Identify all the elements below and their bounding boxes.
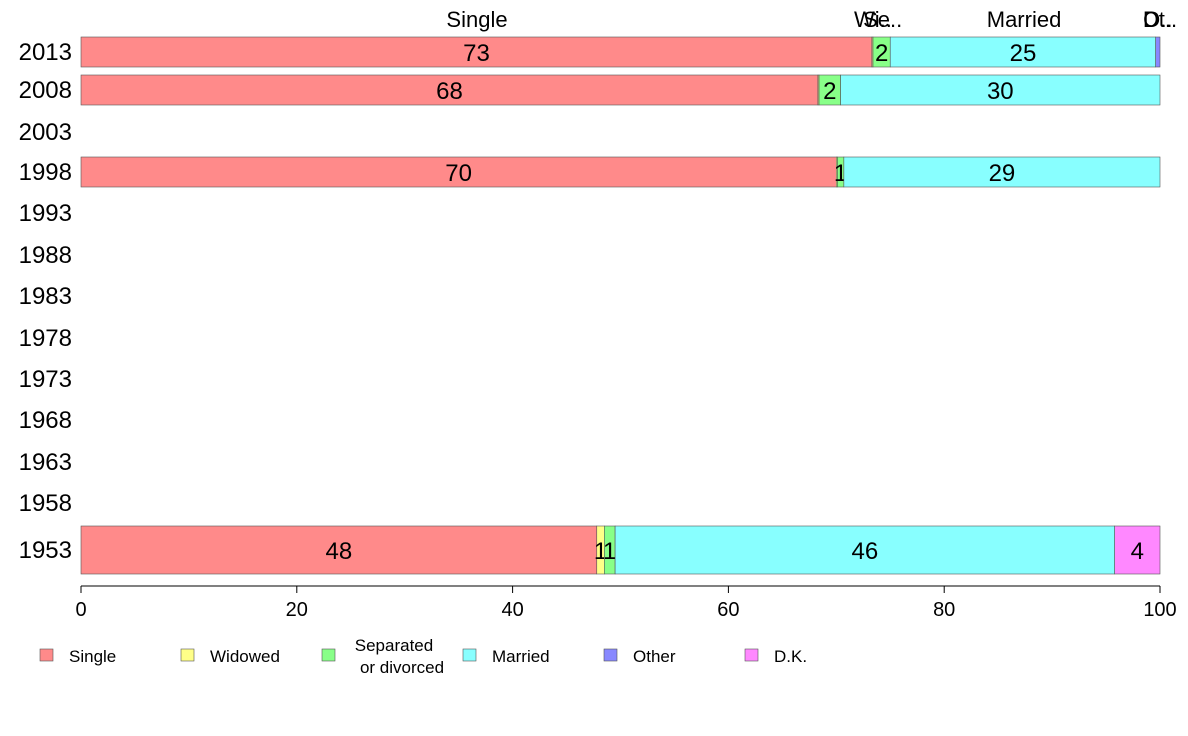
y-label-1983: 1983 <box>19 283 72 310</box>
y-label-2003: 2003 <box>19 119 72 146</box>
legend-label-2-line2: or divorced <box>360 658 444 677</box>
bar-label-1953-1: 1 <box>594 538 607 565</box>
top-label-2: Se.. <box>863 7 902 32</box>
x-tick-label-40: 40 <box>501 599 523 621</box>
legend-label-1: Widowed <box>210 647 280 666</box>
legend-swatch-5 <box>744 648 759 662</box>
bar-label-1953-3: 46 <box>852 538 879 565</box>
bar-label-2013-0: 73 <box>463 40 490 67</box>
y-label-2008: 2008 <box>19 77 72 104</box>
bar-label-1953-5: 4 <box>1131 538 1144 565</box>
bar-label-2013-2: 2 <box>875 40 888 67</box>
bar-2013-married <box>889 36 1156 68</box>
legend-swatch-3 <box>462 648 477 662</box>
x-tick-label-60: 60 <box>717 599 739 621</box>
top-label-4: O.. <box>1143 7 1172 32</box>
bar-label-1998-0: 70 <box>445 160 472 187</box>
bar-1998-married <box>843 156 1161 188</box>
legend-label-2-line1: Separated <box>355 636 433 655</box>
x-tick-label-0: 0 <box>75 599 86 621</box>
y-label-1968: 1968 <box>19 407 72 434</box>
bar-label-1953-2: 1 <box>603 538 616 565</box>
legend-label-4: Other <box>633 647 676 666</box>
legend-swatch-2 <box>321 648 336 662</box>
top-category-labels: Single Wi..Se.. Married O..Dt.. <box>446 7 1177 32</box>
bar-2008-married <box>840 74 1161 106</box>
legend: Single Widowed Separated or divorced Married… <box>39 636 807 677</box>
top-label-3: Married <box>987 7 1062 32</box>
x-tick-label-20: 20 <box>286 599 308 621</box>
bar-label-2013-3: 25 <box>1010 40 1037 67</box>
bar-1998-single <box>80 156 837 188</box>
bar-label-2008-3: 30 <box>987 78 1014 105</box>
top-label-5: Dt.. <box>1143 7 1177 32</box>
bar-label-1998-3: 29 <box>989 160 1016 187</box>
bar-label-2008-2: 2 <box>823 78 836 105</box>
legend-swatch-4 <box>603 648 618 662</box>
y-label-2013: 2013 <box>19 39 72 66</box>
top-label-1: Wi.. <box>854 7 892 32</box>
bar-1953-single <box>80 525 598 575</box>
bar-1953-married <box>614 525 1115 575</box>
x-axis: 0 20 40 60 80 100 <box>75 585 1177 621</box>
y-label-1978: 1978 <box>19 325 72 352</box>
y-label-1973: 1973 <box>19 366 72 393</box>
y-label-1988: 1988 <box>19 242 72 269</box>
x-tick-label-100: 100 <box>1143 599 1176 621</box>
x-tick-label-80: 80 <box>933 599 955 621</box>
y-label-1958: 1958 <box>19 490 72 517</box>
y-label-1998: 1998 <box>19 159 72 186</box>
legend-swatch-0 <box>39 648 54 662</box>
top-label-0: Single <box>446 7 507 32</box>
bar-2013-single <box>80 36 873 68</box>
y-label-1953: 1953 <box>19 537 72 564</box>
y-label-1993: 1993 <box>19 200 72 227</box>
bar-1953-d-k- <box>1114 525 1161 575</box>
bar-label-2008-0: 68 <box>436 78 463 105</box>
legend-swatch-1 <box>180 648 195 662</box>
bar-2013-other <box>1155 36 1161 68</box>
y-axis-labels: 2013 2008 2003 1998 1993 1988 1983 1978 1973 1968… <box>19 39 72 564</box>
bar-label-1953-0: 48 <box>326 538 353 565</box>
y-label-1963: 1963 <box>19 449 72 476</box>
legend-label-0: Single <box>69 647 116 666</box>
legend-label-3: Married <box>492 647 550 666</box>
legend-label-5: D.K. <box>774 647 807 666</box>
